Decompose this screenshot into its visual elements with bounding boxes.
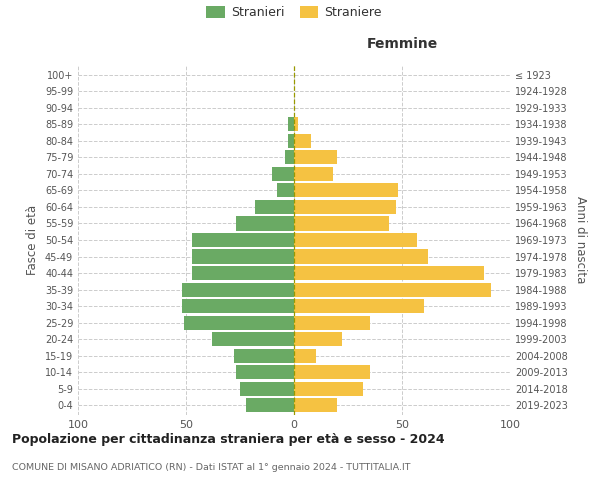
Bar	[193, 233, 294, 247]
Legend: Stranieri, Straniere: Stranieri, Straniere	[201, 1, 387, 24]
Bar	[212, 332, 294, 346]
Text: Femmine: Femmine	[367, 37, 437, 51]
Bar	[294, 200, 395, 214]
Bar	[294, 167, 333, 181]
Bar	[277, 184, 294, 198]
Bar	[294, 299, 424, 313]
Bar	[236, 365, 294, 379]
Bar	[272, 167, 294, 181]
Bar	[294, 398, 337, 412]
Text: Popolazione per cittadinanza straniera per età e sesso - 2024: Popolazione per cittadinanza straniera p…	[12, 432, 445, 446]
Bar	[287, 134, 294, 148]
Y-axis label: Fasce di età: Fasce di età	[26, 205, 39, 275]
Bar	[294, 233, 417, 247]
Bar	[240, 382, 294, 396]
Bar	[286, 150, 294, 164]
Bar	[294, 365, 370, 379]
Bar	[182, 282, 294, 296]
Bar	[294, 382, 363, 396]
Text: COMUNE DI MISANO ADRIATICO (RN) - Dati ISTAT al 1° gennaio 2024 - TUTTITALIA.IT: COMUNE DI MISANO ADRIATICO (RN) - Dati I…	[12, 462, 410, 471]
Bar	[294, 150, 337, 164]
Bar	[294, 348, 316, 362]
Bar	[294, 332, 341, 346]
Bar	[236, 216, 294, 230]
Bar	[294, 316, 370, 330]
Bar	[294, 134, 311, 148]
Bar	[294, 266, 484, 280]
Y-axis label: Anni di nascita: Anni di nascita	[574, 196, 587, 284]
Bar	[193, 250, 294, 264]
Bar	[255, 200, 294, 214]
Bar	[247, 398, 294, 412]
Bar	[287, 118, 294, 132]
Bar	[193, 266, 294, 280]
Bar	[182, 299, 294, 313]
Bar	[294, 282, 491, 296]
Bar	[184, 316, 294, 330]
Bar	[294, 184, 398, 198]
Bar	[294, 216, 389, 230]
Bar	[294, 118, 298, 132]
Bar	[294, 250, 428, 264]
Bar	[233, 348, 294, 362]
